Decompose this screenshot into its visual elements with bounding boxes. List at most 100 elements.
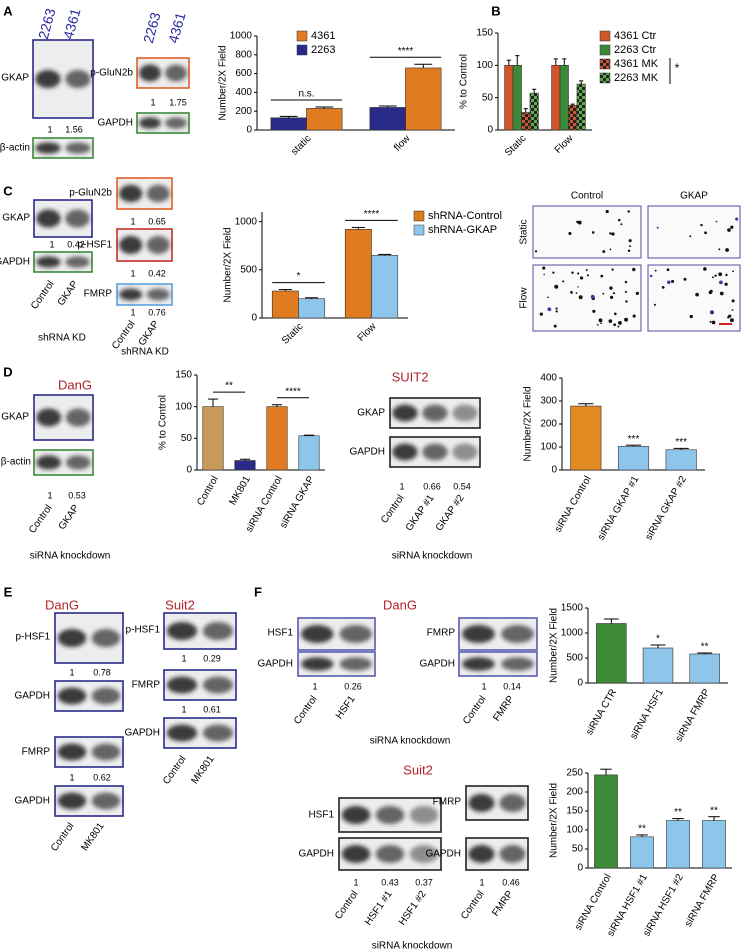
ratio: 1 [47, 490, 52, 500]
cell-dot [600, 322, 602, 325]
blot-band [65, 70, 91, 88]
blot-band [57, 743, 87, 761]
blot-band [36, 209, 61, 228]
blot-band [341, 806, 371, 824]
legend-label: 4361 MK [614, 58, 659, 70]
cell-dot [552, 271, 555, 274]
y-axis-label: Number/2X Field [523, 386, 534, 461]
blot-band [65, 209, 90, 228]
cell-dot [689, 235, 692, 238]
y-axis-label: Number/2X Field [218, 45, 229, 120]
y-tick-label: 100 [175, 401, 192, 412]
legend-label: shRNA-GKAP [428, 224, 497, 236]
x-tick-label: siRNA CTR [584, 687, 619, 737]
x-tick-label: Flow [356, 321, 379, 344]
cell-dot [700, 223, 703, 227]
y-axis-label: % to Control [158, 395, 169, 450]
blot-band [91, 629, 121, 647]
ratio: 1 [181, 653, 186, 663]
cell-dot [602, 292, 605, 295]
blot-band [375, 845, 405, 863]
caption: siRNA knockdown [370, 736, 451, 747]
blot-band [146, 288, 170, 301]
cell-dot [577, 272, 580, 275]
label: GAPDH [14, 691, 50, 702]
lane-label: Control [379, 493, 407, 526]
cell-dot [671, 279, 675, 283]
cell-dot [714, 274, 717, 277]
cell-dot [553, 324, 557, 328]
annotation: ** [225, 381, 233, 392]
caption: siRNA knockdown [30, 551, 111, 562]
y-tick-label: 0 [551, 465, 557, 476]
ratio: 0.29 [203, 653, 221, 663]
blot-band [91, 743, 121, 761]
cell-dot [600, 274, 604, 278]
label: p-HSF1 [16, 632, 51, 643]
cell-dot [653, 303, 656, 306]
label: GAPDH [257, 659, 293, 670]
x-tick-label: siRNA HSF1 #2 [641, 872, 686, 939]
blot-band [422, 404, 448, 422]
cell-dot [731, 308, 734, 312]
y-tick-label: 0 [577, 678, 583, 689]
lane-label: Control [461, 694, 489, 727]
panel-label: D [3, 364, 12, 379]
lane-label: GKAP [137, 319, 162, 348]
legend-swatch [599, 58, 611, 70]
ratio: 1 [47, 124, 52, 134]
blot-band [119, 184, 143, 203]
bar [689, 653, 720, 684]
ratio: 0.37 [415, 877, 433, 887]
blot-band [65, 256, 90, 268]
cell-dot [578, 295, 583, 300]
lane-label: MK801 [79, 821, 106, 854]
blot-band [341, 845, 371, 863]
cell-dot [609, 286, 613, 290]
bar [666, 820, 690, 869]
lane-label: Control [333, 889, 361, 922]
label: p-GluN2b [90, 68, 133, 79]
lane-label: GKAP [57, 503, 82, 532]
micrograph [647, 205, 741, 259]
label: GAPDH [298, 849, 334, 860]
label: p-HSF1 [126, 625, 161, 636]
ratio: 1 [479, 877, 484, 887]
cell-dot [568, 231, 572, 235]
ratio: 1 [130, 268, 135, 278]
annotation: **** [285, 386, 301, 397]
annotation: n.s. [298, 89, 314, 100]
caption: shRNA KD [38, 333, 86, 344]
x-tick-label: Flow [553, 133, 576, 156]
label: FMRP [433, 797, 462, 808]
ratio: 1 [130, 307, 135, 317]
y-tick-label: 0 [186, 465, 192, 476]
x-tick-label: siRNA GKAP #2 [643, 474, 689, 542]
blot-band [202, 724, 234, 742]
label: FMRP [22, 747, 51, 758]
label: GAPDH [97, 118, 133, 129]
x-tick-label: MK801 [228, 474, 254, 507]
annotation: ** [710, 805, 718, 816]
blot-band [452, 443, 478, 461]
cell-dot [591, 231, 595, 234]
blot-band [165, 117, 187, 129]
y-axis-label: Number/2X Field [549, 783, 560, 858]
blot-band [462, 625, 495, 643]
image-header: Control [571, 191, 603, 202]
blot-band [166, 724, 198, 742]
blot-band [392, 404, 418, 422]
y-tick-label: 200 [566, 787, 583, 798]
bar [521, 112, 531, 131]
blot-band [301, 625, 334, 643]
ratio: 1 [150, 97, 155, 107]
panel-label: F [254, 584, 262, 599]
y-tick-label: 1000 [561, 628, 584, 639]
ratio: 0.46 [502, 877, 520, 887]
lane-label: HSF1 #2 [397, 889, 429, 928]
cell-dot [570, 291, 573, 294]
ratio: 1 [69, 772, 74, 782]
x-tick-label: siRNA HSF1 [628, 687, 666, 741]
legend-label: 2263 MK [614, 72, 659, 84]
